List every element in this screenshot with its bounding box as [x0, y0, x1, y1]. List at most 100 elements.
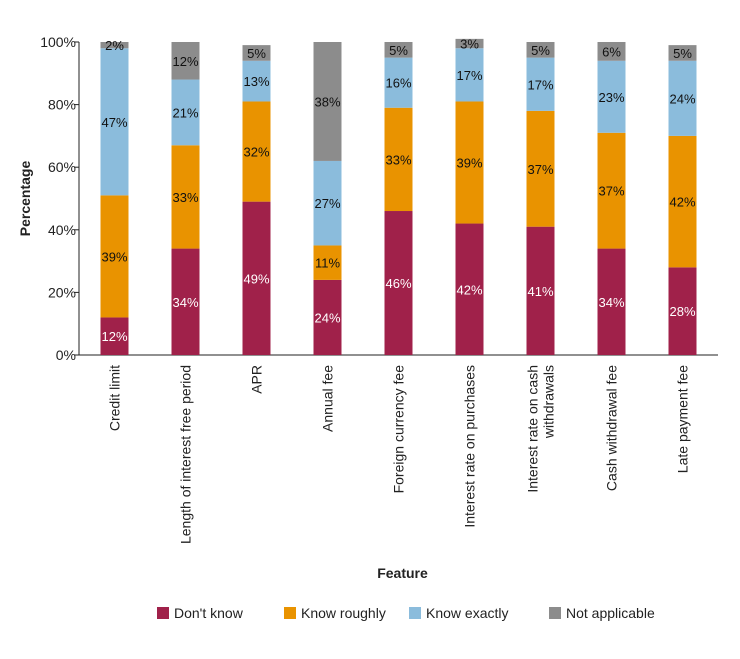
- bar-value-label: 21%: [172, 105, 198, 120]
- x-category-label: Interest rate on purchases: [462, 365, 478, 528]
- bar-segment: [242, 101, 271, 202]
- y-tick-label: 20%: [48, 284, 76, 300]
- bar-segment: [384, 107, 413, 212]
- bar-segment: [597, 60, 626, 133]
- legend-swatch: [157, 607, 169, 619]
- bar-segment: [242, 60, 271, 102]
- bar-segment: [526, 42, 555, 58]
- x-category-label-line: Interest rate on purchases: [462, 365, 478, 528]
- y-axis-title: Percentage: [17, 161, 33, 237]
- bar-value-label: 12%: [101, 329, 127, 344]
- bar-value-label: 17%: [527, 77, 553, 92]
- bar-value-label: 5%: [389, 43, 408, 58]
- legend-swatch: [409, 607, 421, 619]
- bar-value-label: 39%: [101, 249, 127, 264]
- bar-segment: [455, 223, 484, 355]
- x-category-label: Cash withdrawal fee: [604, 365, 620, 491]
- y-tick-label: 0%: [56, 347, 76, 363]
- bar-segment: [526, 110, 555, 227]
- bar-segment: [597, 248, 626, 355]
- bar-segment: [597, 132, 626, 249]
- bar-segment: [171, 42, 200, 80]
- bar-segment: [668, 267, 697, 355]
- x-category-label-line: Late payment fee: [675, 365, 691, 473]
- legend-swatch: [284, 607, 296, 619]
- bar-segment: [455, 48, 484, 102]
- x-category-label: Length of interest free period: [178, 365, 194, 544]
- y-tick-label: 100%: [40, 34, 76, 50]
- bar-segment: [171, 248, 200, 355]
- x-category-label: Annual fee: [320, 365, 336, 432]
- bar-value-label: 17%: [456, 68, 482, 83]
- legend-label: Not applicable: [566, 605, 655, 621]
- bar-value-label: 32%: [243, 145, 269, 160]
- x-axis-title: Feature: [377, 565, 428, 581]
- bar-value-label: 47%: [101, 115, 127, 130]
- bar-value-label: 34%: [172, 295, 198, 310]
- x-category-label: Foreign currency fee: [391, 365, 407, 494]
- bar-value-label: 37%: [598, 184, 624, 199]
- bar-segment: [242, 201, 271, 355]
- bar-segment: [100, 195, 129, 318]
- bar-value-label: 2%: [105, 38, 124, 53]
- x-category-label-line: Cash withdrawal fee: [604, 365, 620, 491]
- bar-segment: [384, 211, 413, 355]
- bar-value-label: 5%: [531, 43, 550, 58]
- bar-segment: [100, 48, 129, 196]
- bar-value-label: 42%: [669, 195, 695, 210]
- bar-value-label: 39%: [456, 156, 482, 171]
- x-category-label-line: APR: [249, 365, 265, 394]
- bar-segment: [668, 135, 697, 268]
- x-category-label: Interest rate on cashwithdrawals: [525, 365, 557, 493]
- bar-segment: [313, 279, 342, 355]
- bar-segment: [526, 226, 555, 355]
- bar-value-label: 33%: [172, 190, 198, 205]
- bar-value-label: 49%: [243, 271, 269, 286]
- legend-label: Know roughly: [301, 605, 386, 621]
- x-category-label-line: Credit limit: [107, 365, 123, 431]
- x-category-label-line: Annual fee: [320, 365, 336, 432]
- bar-value-label: 16%: [385, 76, 411, 91]
- bar-segment: [313, 245, 342, 280]
- bar-segment: [171, 145, 200, 249]
- bar-value-label: 28%: [669, 304, 695, 319]
- bar-value-label: 46%: [385, 276, 411, 291]
- bar-value-label: 23%: [598, 90, 624, 105]
- bar-value-label: 3%: [460, 37, 479, 52]
- legend-label: Don't know: [174, 605, 244, 621]
- bar-value-label: 12%: [172, 54, 198, 69]
- bar-segment: [313, 42, 342, 161]
- bar-segment: [100, 317, 129, 355]
- bar-value-label: 41%: [527, 284, 553, 299]
- bar-segment: [242, 45, 271, 61]
- bar-value-label: 42%: [456, 282, 482, 297]
- bar-segment: [597, 42, 626, 61]
- bar-segment: [171, 79, 200, 146]
- bar-value-label: 34%: [598, 295, 624, 310]
- x-category-label-line: withdrawals: [541, 365, 557, 439]
- legend-swatch: [549, 607, 561, 619]
- bar-value-label: 11%: [315, 256, 340, 271]
- bar-segment: [668, 45, 697, 61]
- x-category-label: Credit limit: [107, 365, 123, 431]
- bar-segment: [526, 57, 555, 111]
- bar-segment: [668, 60, 697, 136]
- x-category-label-line: Length of interest free period: [178, 365, 194, 544]
- y-tick-label: 80%: [48, 97, 76, 113]
- bar-value-label: 27%: [314, 196, 340, 211]
- x-category-label-line: Foreign currency fee: [391, 365, 407, 494]
- bar-segment: [313, 160, 342, 246]
- bar-value-label: 6%: [602, 44, 621, 59]
- bar-value-label: 24%: [314, 310, 340, 325]
- bar-value-label: 37%: [527, 162, 553, 177]
- bar-value-label: 24%: [669, 91, 695, 106]
- bar-segment: [455, 38, 484, 49]
- bar-value-label: 5%: [247, 46, 266, 61]
- bar-segment: [384, 42, 413, 58]
- x-category-label: Late payment fee: [675, 365, 691, 473]
- bar-value-label: 38%: [314, 94, 340, 109]
- y-tick-label: 60%: [48, 159, 76, 175]
- bar-segment: [384, 57, 413, 108]
